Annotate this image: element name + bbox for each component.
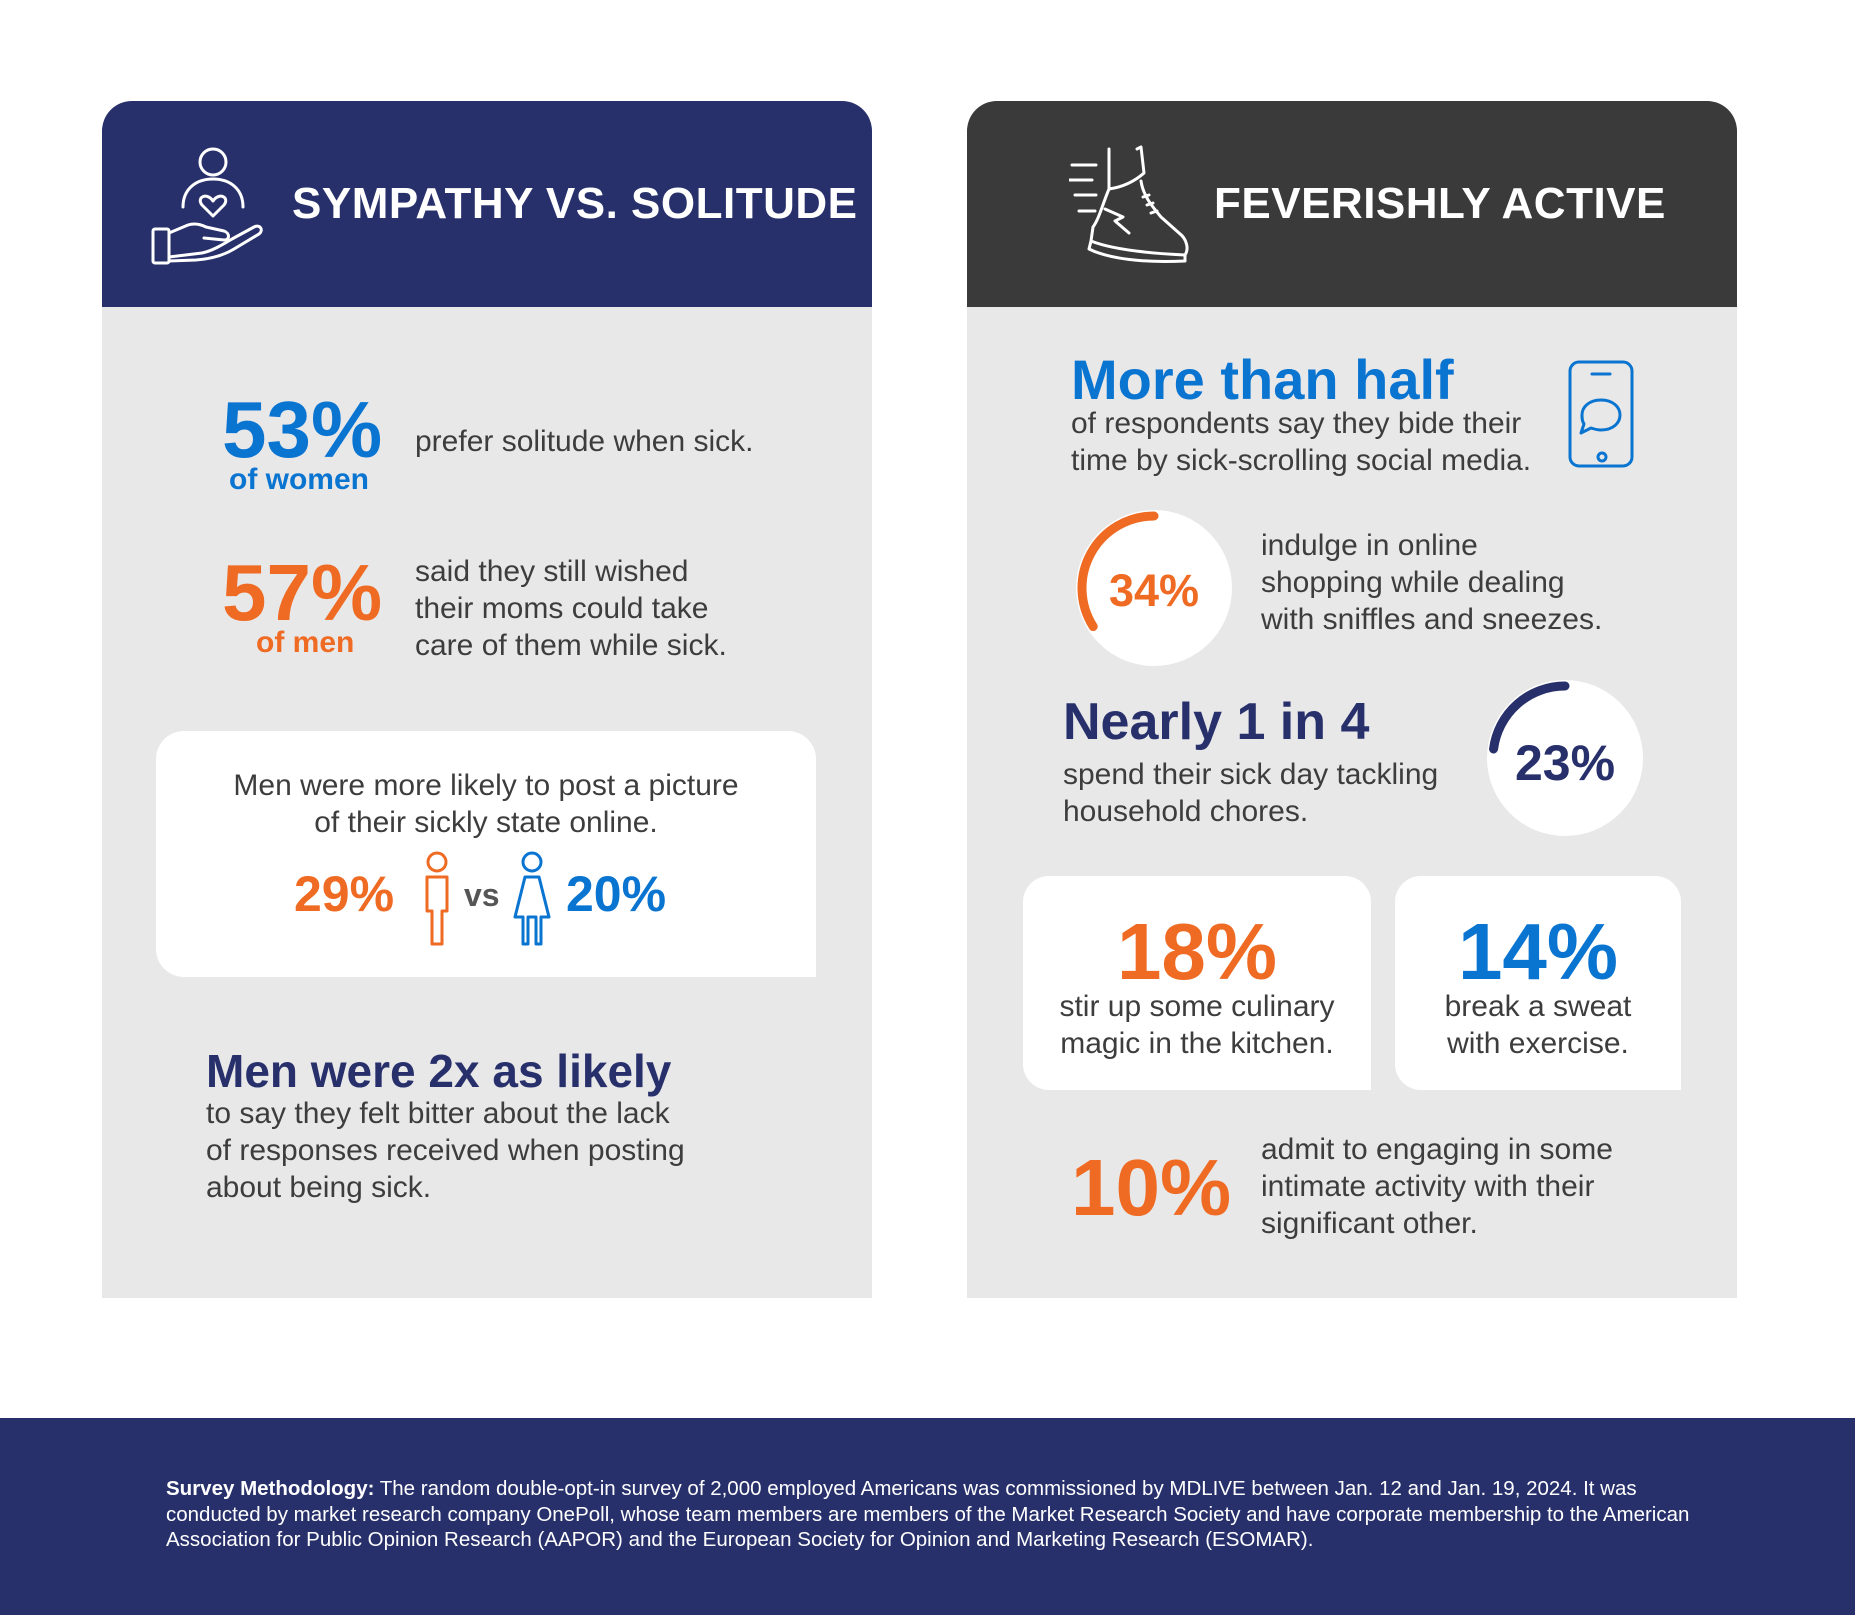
shopping-ring-arc xyxy=(1077,511,1159,632)
chores-value: 23% xyxy=(1514,735,1616,791)
picture-card-line: of their sickly state online. xyxy=(314,806,658,839)
chores-ring-arc xyxy=(1489,681,1570,754)
intimate-line: admit to engaging in some xyxy=(1261,1133,1613,1166)
shopping-text: indulge in online shopping while dealing… xyxy=(1261,527,1602,638)
shopping-line: with sniffles and sneezes. xyxy=(1261,603,1603,636)
stat-women-value: 53% xyxy=(222,385,383,474)
phone-chat-icon xyxy=(1566,359,1636,469)
exercise-line: break a sweat xyxy=(1444,990,1632,1023)
men-percent: 29% xyxy=(294,866,395,922)
bitter-line: about being sick. xyxy=(206,1171,432,1204)
bitter-text: to say they felt bitter about the lack o… xyxy=(206,1095,685,1206)
left-header: SYMPATHY VS. SOLITUDE xyxy=(102,101,872,307)
left-title: SYMPATHY VS. SOLITUDE xyxy=(292,179,858,228)
stat-men-text: said they still wished their moms could … xyxy=(415,553,727,664)
picture-card: Men were more likely to post a picture o… xyxy=(156,731,816,977)
culinary-card: 18% stir up some culinary magic in the k… xyxy=(1023,876,1371,1090)
stat-men-line: care of them while sick. xyxy=(415,629,727,662)
chores-line: spend their sick day tackling xyxy=(1063,758,1439,791)
intimate-line: intimate activity with their xyxy=(1261,1170,1595,1203)
picture-card-text: Men were more likely to post a picture o… xyxy=(156,767,816,841)
chores-ring: 23% xyxy=(1487,680,1643,836)
stat-men-value: 57% xyxy=(222,548,383,637)
methodology-body: The random double-opt-in survey of 2,000… xyxy=(166,1477,1690,1551)
footer: Survey Methodology: The random double-op… xyxy=(0,1418,1855,1615)
exercise-value: 14% xyxy=(1457,907,1619,996)
shopping-line: indulge in online xyxy=(1261,529,1478,562)
bitter-heading: Men were 2x as likely xyxy=(206,1045,672,1097)
vs-label: vs xyxy=(464,877,500,913)
right-title: FEVERISHLY ACTIVE xyxy=(1214,179,1666,228)
half-line: of respondents say they bide their xyxy=(1071,407,1522,440)
shopping-ring: 34% xyxy=(1076,510,1232,666)
methodology-label: Survey Methodology: xyxy=(166,1477,375,1500)
culinary-line: stir up some culinary xyxy=(1059,990,1335,1023)
stat-men-line: their moms could take xyxy=(415,592,709,625)
man-icon xyxy=(422,851,452,947)
exercise-text: break a sweat with exercise. xyxy=(1395,988,1681,1062)
chores-line: household chores. xyxy=(1063,795,1309,828)
shopping-value: 34% xyxy=(1108,565,1200,616)
exercise-card: 14% break a sweat with exercise. xyxy=(1395,876,1681,1090)
shopping-line: shopping while dealing xyxy=(1261,566,1565,599)
intimate-value: 10% xyxy=(1071,1143,1232,1232)
culinary-text: stir up some culinary magic in the kitch… xyxy=(1023,988,1371,1062)
stat-men-sub: of men xyxy=(256,626,355,659)
half-heading: More than half xyxy=(1071,348,1454,411)
half-line: time by sick-scrolling social media. xyxy=(1071,444,1532,477)
picture-card-line: Men were more likely to post a picture xyxy=(233,769,739,802)
bitter-line: of responses received when posting xyxy=(206,1134,685,1167)
chores-heading: Nearly 1 in 4 xyxy=(1063,693,1370,751)
exercise-line: with exercise. xyxy=(1447,1027,1629,1060)
women-percent: 20% xyxy=(566,866,667,922)
stat-men-line: said they still wished xyxy=(415,555,689,588)
running-shoe-icon xyxy=(1067,145,1191,265)
intimate-line: significant other. xyxy=(1261,1207,1478,1240)
culinary-value: 18% xyxy=(1116,907,1278,996)
methodology-text: Survey Methodology: The random double-op… xyxy=(166,1476,1726,1553)
culinary-line: magic in the kitchen. xyxy=(1060,1027,1334,1060)
right-header: FEVERISHLY ACTIVE xyxy=(967,101,1737,307)
stat-women-text: prefer solitude when sick. xyxy=(415,425,754,458)
chores-text: spend their sick day tackling household … xyxy=(1063,756,1438,830)
hand-heart-person-icon xyxy=(150,145,266,267)
stat-women-sub: of women xyxy=(229,463,369,496)
bitter-line: to say they felt bitter about the lack xyxy=(206,1097,670,1130)
intimate-text: admit to engaging in some intimate activ… xyxy=(1261,1131,1613,1242)
half-text: of respondents say they bide their time … xyxy=(1071,405,1531,479)
woman-icon xyxy=(512,851,552,947)
